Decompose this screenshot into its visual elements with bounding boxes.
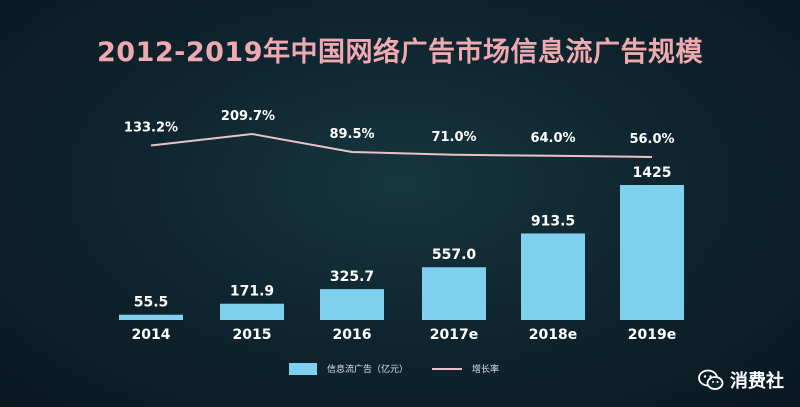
bar-value-label: 55.5 xyxy=(134,295,169,311)
bar-2018e xyxy=(521,233,585,320)
bar-2015 xyxy=(220,303,284,320)
growth-line-group: 133.2% 209.7% 89.5% 71.0% 64.0% 56.0% xyxy=(124,109,675,158)
growth-rate-label: 56.0% xyxy=(629,132,674,147)
growth-rate-label: 209.7% xyxy=(221,109,275,124)
bar-value-label: 557.0 xyxy=(432,247,477,263)
bars-group xyxy=(119,185,684,320)
category-labels: 2014 2015 2016 2017e 2018e 2019e xyxy=(132,327,677,343)
chart-title: 2012-2019年中国网络广告市场信息流广告规模 xyxy=(97,37,703,68)
bar-value-label: 913.5 xyxy=(531,213,575,229)
growth-rate-label: 71.0% xyxy=(431,130,476,145)
legend-bar-label: 信息流广告（亿元） xyxy=(327,363,408,375)
wechat-icon xyxy=(698,369,724,391)
bar-2016 xyxy=(320,289,384,320)
category-label: 2014 xyxy=(132,327,171,343)
bar-2017e xyxy=(422,267,486,320)
bar-2019e xyxy=(620,185,684,320)
growth-rate-line xyxy=(150,132,653,158)
bar-value-label: 325.7 xyxy=(330,269,374,285)
category-label: 2018e xyxy=(529,327,577,343)
watermark: 消费社 xyxy=(698,367,784,393)
bar-value-labels: 55.5 171.9 325.7 557.0 913.5 1425 xyxy=(134,165,672,311)
bar-value-label: 1425 xyxy=(633,165,672,181)
legend-line-label: 增长率 xyxy=(472,363,499,375)
growth-rate-label: 89.5% xyxy=(329,127,374,142)
category-label: 2016 xyxy=(333,327,372,343)
category-label: 2015 xyxy=(233,327,272,343)
growth-rate-label: 64.0% xyxy=(530,131,575,146)
legend: 信息流广告（亿元） 增长率 xyxy=(289,363,499,375)
legend-bar-swatch xyxy=(289,363,317,375)
category-label: 2019e xyxy=(628,327,676,343)
category-label: 2017e xyxy=(430,327,478,343)
growth-rate-label: 133.2% xyxy=(124,120,178,135)
watermark-text: 消费社 xyxy=(730,371,784,392)
bar-value-label: 171.9 xyxy=(230,284,274,300)
bar-2014 xyxy=(119,314,183,320)
